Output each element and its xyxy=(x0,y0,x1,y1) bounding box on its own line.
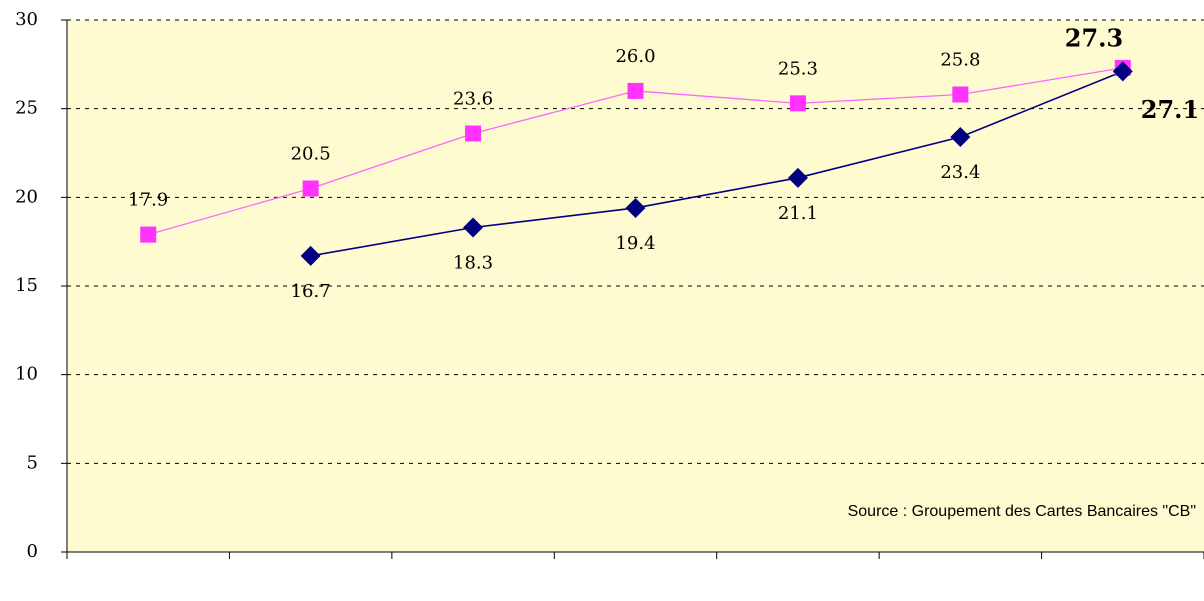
data-label: 19.4 xyxy=(615,233,655,254)
marker xyxy=(302,180,319,197)
data-label: 21.1 xyxy=(778,203,818,224)
data-label: 25.8 xyxy=(940,49,980,70)
marker xyxy=(463,217,484,238)
data-label: 25.3 xyxy=(778,58,818,79)
data-label: 16.7 xyxy=(291,281,331,302)
marker xyxy=(1112,61,1133,82)
y-tick-label: 25 xyxy=(15,98,38,119)
data-label: 27.1 xyxy=(1141,95,1199,124)
marker xyxy=(787,167,808,188)
data-label: 20.5 xyxy=(291,143,331,164)
data-label: 18.3 xyxy=(453,252,493,273)
data-label: 27.3 xyxy=(1065,23,1123,52)
marker xyxy=(300,245,321,266)
data-label: 17.9 xyxy=(128,190,168,211)
source-note: Source : Groupement des Cartes Bancaires… xyxy=(848,503,1196,520)
marker xyxy=(625,197,646,218)
y-tick-label: 0 xyxy=(27,541,38,562)
series-line xyxy=(310,70,1124,257)
data-label: 23.6 xyxy=(453,88,493,109)
y-tick-label: 10 xyxy=(15,364,38,385)
marker xyxy=(627,82,644,99)
data-label: 23.4 xyxy=(940,162,980,183)
y-tick-label: 15 xyxy=(15,275,38,296)
marker xyxy=(789,95,806,112)
marker xyxy=(465,125,482,142)
y-tick-label: 5 xyxy=(27,452,38,473)
marker xyxy=(950,127,971,148)
marker xyxy=(140,226,157,243)
marker xyxy=(952,86,969,103)
y-tick-label: 20 xyxy=(15,186,38,207)
y-tick-label: 30 xyxy=(15,9,38,30)
data-label: 26.0 xyxy=(615,46,655,67)
